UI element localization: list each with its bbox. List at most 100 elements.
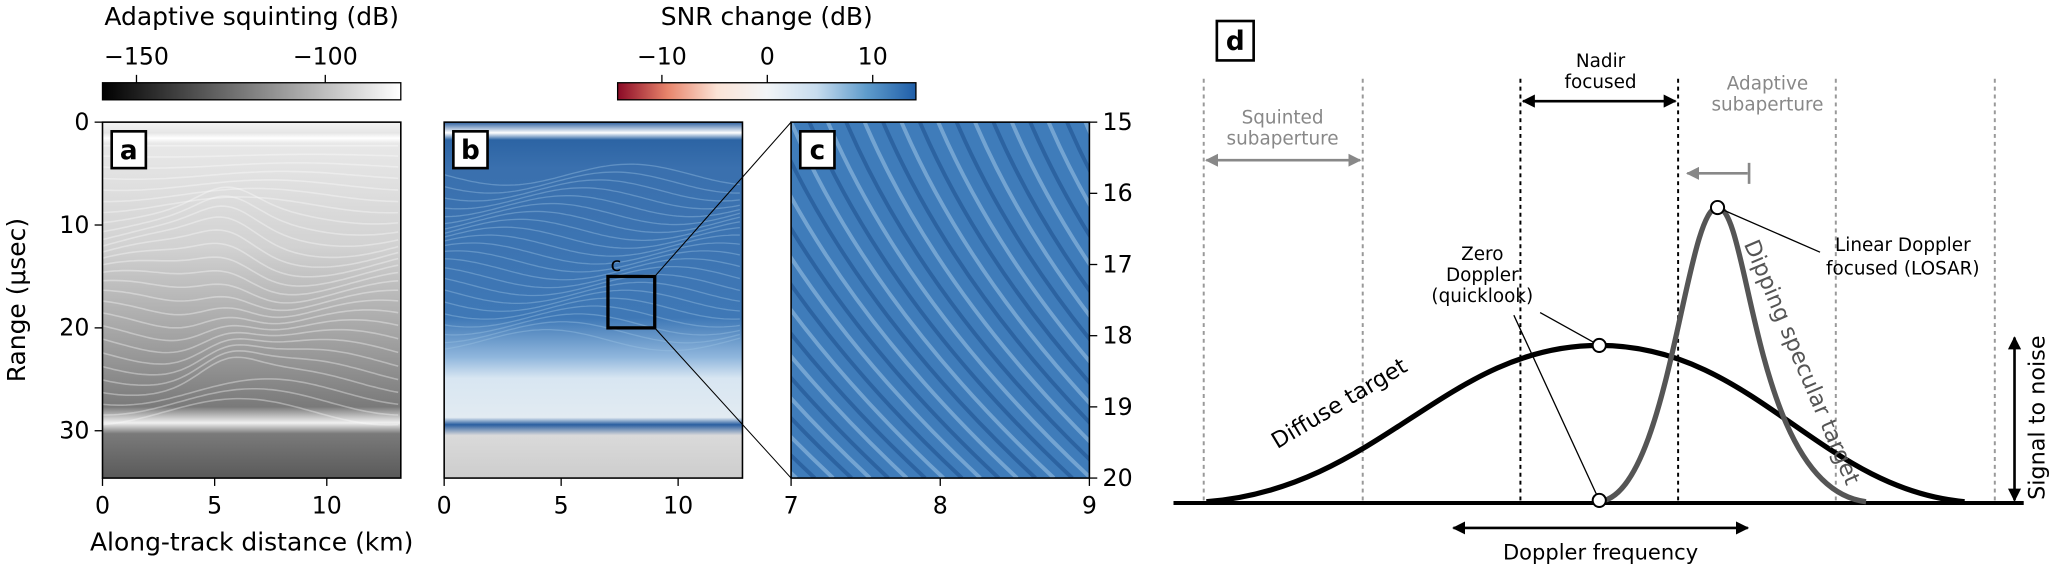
panel-label: b (461, 136, 480, 166)
texture (102, 216, 399, 259)
texture (791, 224, 1001, 479)
texture (791, 330, 927, 479)
texture (102, 196, 399, 214)
texture (102, 242, 399, 278)
texture (444, 234, 740, 257)
y-tick-label: 19 (1103, 393, 1133, 421)
linear-doppler-text: Linear Doppler (1835, 235, 1971, 256)
texture (102, 387, 399, 416)
texture (102, 186, 399, 225)
leader (1539, 312, 1600, 346)
panel-label-box (452, 130, 489, 170)
texture (102, 344, 399, 376)
y-tick-label: 0 (74, 108, 89, 136)
leader (1717, 206, 1821, 253)
texture (826, 122, 1090, 479)
y-axis-label: Range (μsec) (2, 218, 31, 382)
squinted-text: Squinted (1242, 107, 1324, 128)
texture (102, 279, 399, 304)
diffuse-text: Diffuse target (1267, 353, 1412, 454)
texture (444, 313, 740, 336)
nadir-text: Nadir (1576, 51, 1626, 72)
colorbar-tick-label: 0 (760, 42, 775, 70)
zoom-line (654, 327, 792, 479)
y-tick-label: 30 (59, 417, 89, 445)
y-tick-label: 17 (1103, 250, 1133, 278)
texture (444, 321, 740, 344)
x-tick-label: 5 (207, 492, 222, 520)
nadir-lines (1519, 78, 1680, 504)
texture (844, 122, 1090, 463)
y-tick-label: 20 (1103, 464, 1133, 492)
texture (102, 179, 399, 192)
texture (791, 306, 945, 479)
heatmap (444, 122, 743, 479)
texture (444, 273, 740, 297)
x-tick-label: 7 (784, 492, 799, 520)
texture (102, 187, 399, 203)
texture (444, 281, 740, 305)
texture (791, 254, 982, 479)
texture (102, 299, 399, 319)
texture (444, 250, 740, 273)
texture (102, 328, 399, 354)
texture (791, 353, 909, 479)
x-tick-label: 9 (1082, 492, 1097, 520)
y-tick-label: 20 (59, 314, 89, 342)
texture (102, 350, 399, 386)
texture (1028, 122, 1090, 239)
colorbar-tick-label: −150 (104, 42, 169, 70)
texture (444, 210, 741, 234)
heatmap (102, 122, 401, 479)
colorbar-title: SNR change (dB) (661, 2, 873, 31)
zero-doppler-text: Doppler (1446, 265, 1519, 286)
signal-text: Signal to noise (2025, 335, 2050, 500)
x-tick-label: 0 (95, 492, 110, 520)
texture (444, 258, 741, 281)
panel-label-box (798, 130, 836, 170)
texture (444, 179, 740, 202)
texture (807, 122, 1074, 479)
frame (443, 121, 744, 479)
texture (102, 170, 399, 181)
colorbar-tick-label: 10 (858, 42, 888, 70)
y-tick-label: 15 (1103, 108, 1133, 136)
panel-label-box (1215, 19, 1255, 62)
x-tick-label: 10 (312, 492, 342, 520)
texture (991, 122, 1090, 294)
texture (444, 195, 740, 218)
point (1709, 199, 1726, 216)
y-tick-label: 16 (1103, 179, 1133, 207)
texture (444, 265, 741, 289)
texture (102, 289, 399, 312)
zero-doppler-text: (quicklook) (1431, 286, 1533, 307)
point (1591, 337, 1607, 353)
texture (102, 378, 399, 406)
texture (444, 218, 740, 242)
panel-label: a (120, 136, 138, 166)
x-tick-label: 0 (437, 492, 452, 520)
texture (791, 415, 853, 479)
texture (791, 374, 890, 479)
colorbar (101, 82, 402, 101)
texture (1122, 122, 1385, 478)
texture (862, 122, 1090, 444)
squinted-text: subaperture (1227, 128, 1339, 149)
texture (1010, 122, 1090, 268)
image (102, 122, 401, 479)
texture (102, 229, 399, 268)
y-tick-label: 10 (59, 211, 89, 239)
point (1591, 492, 1607, 508)
x-tick-label: 8 (933, 492, 948, 520)
nadir-text: focused (1565, 72, 1637, 93)
panel-label: c (810, 136, 826, 166)
texture (881, 122, 1090, 426)
texture (102, 153, 399, 158)
texture (444, 328, 741, 352)
texture (791, 395, 872, 479)
texture (444, 289, 740, 312)
zoom-line (654, 121, 792, 277)
adaptive-text: Adaptive (1727, 73, 1808, 94)
texture (899, 122, 1090, 406)
